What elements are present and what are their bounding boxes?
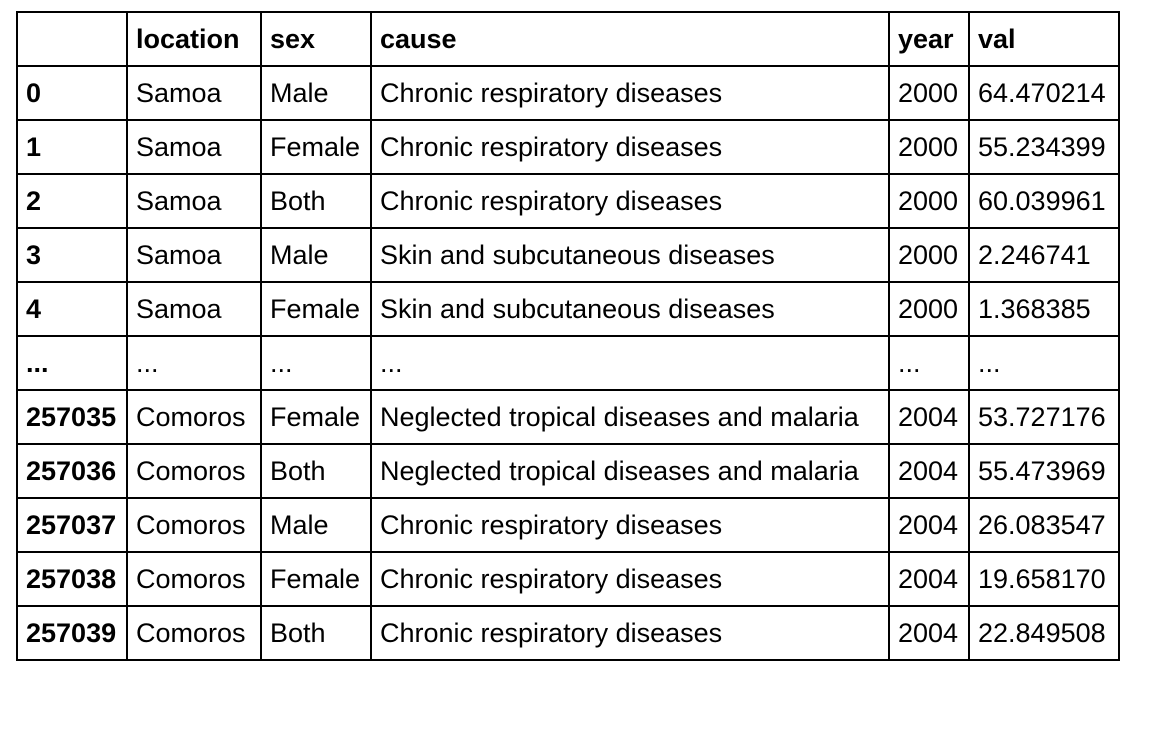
table-row: 3 Samoa Male Skin and subcutaneous disea… xyxy=(16,227,1120,283)
sex-cell: Male xyxy=(260,65,372,121)
row-index: 3 xyxy=(16,227,128,283)
sex-cell: Both xyxy=(260,173,372,229)
row-index: 0 xyxy=(16,65,128,121)
val-cell: 55.234399 xyxy=(968,119,1120,175)
cause-cell: ... xyxy=(370,335,890,391)
val-cell: 64.470214 xyxy=(968,65,1120,121)
sex-cell: Male xyxy=(260,227,372,283)
table-row: 257038 Comoros Female Chronic respirator… xyxy=(16,551,1120,607)
cause-cell: Chronic respiratory diseases xyxy=(370,65,890,121)
val-cell: ... xyxy=(968,335,1120,391)
location-cell: Samoa xyxy=(126,173,262,229)
val-cell: 2.246741 xyxy=(968,227,1120,283)
table-body: 0 Samoa Male Chronic respiratory disease… xyxy=(16,65,1120,661)
year-cell: 2004 xyxy=(888,605,970,661)
table-row: 257036 Comoros Both Neglected tropical d… xyxy=(16,443,1120,499)
sex-cell: Both xyxy=(260,605,372,661)
location-cell: Comoros xyxy=(126,551,262,607)
location-cell: Samoa xyxy=(126,119,262,175)
table-row: 1 Samoa Female Chronic respiratory disea… xyxy=(16,119,1120,175)
year-cell: ... xyxy=(888,335,970,391)
sex-cell: Both xyxy=(260,443,372,499)
location-cell: ... xyxy=(126,335,262,391)
row-index: 257035 xyxy=(16,389,128,445)
row-index: ... xyxy=(16,335,128,391)
cause-cell: Skin and subcutaneous diseases xyxy=(370,281,890,337)
index-header xyxy=(16,11,128,67)
table-row: 257037 Comoros Male Chronic respiratory … xyxy=(16,497,1120,553)
val-cell: 19.658170 xyxy=(968,551,1120,607)
sex-cell: ... xyxy=(260,335,372,391)
sex-cell: Female xyxy=(260,551,372,607)
cause-cell: Chronic respiratory diseases xyxy=(370,119,890,175)
cause-cell: Skin and subcutaneous diseases xyxy=(370,227,890,283)
sex-cell: Female xyxy=(260,389,372,445)
year-cell: 2000 xyxy=(888,281,970,337)
ellipsis-row: ... ... ... ... ... ... xyxy=(16,335,1120,391)
cause-cell: Neglected tropical diseases and malaria xyxy=(370,389,890,445)
val-cell: 60.039961 xyxy=(968,173,1120,229)
table-row: 257035 Comoros Female Neglected tropical… xyxy=(16,389,1120,445)
year-header: year xyxy=(888,11,970,67)
cause-cell: Neglected tropical diseases and malaria xyxy=(370,443,890,499)
row-index: 257036 xyxy=(16,443,128,499)
table-row: 4 Samoa Female Skin and subcutaneous dis… xyxy=(16,281,1120,337)
table-row: 2 Samoa Both Chronic respiratory disease… xyxy=(16,173,1120,229)
dataframe-table: location sex cause year val 0 Samoa Male… xyxy=(16,11,1120,661)
row-index: 257037 xyxy=(16,497,128,553)
location-cell: Comoros xyxy=(126,389,262,445)
cause-cell: Chronic respiratory diseases xyxy=(370,605,890,661)
val-cell: 26.083547 xyxy=(968,497,1120,553)
location-cell: Comoros xyxy=(126,497,262,553)
location-cell: Samoa xyxy=(126,227,262,283)
cause-header: cause xyxy=(370,11,890,67)
row-index: 257039 xyxy=(16,605,128,661)
sex-header: sex xyxy=(260,11,372,67)
year-cell: 2004 xyxy=(888,497,970,553)
year-cell: 2000 xyxy=(888,173,970,229)
sex-cell: Female xyxy=(260,281,372,337)
year-cell: 2004 xyxy=(888,443,970,499)
location-header: location xyxy=(126,11,262,67)
row-index: 2 xyxy=(16,173,128,229)
val-cell: 1.368385 xyxy=(968,281,1120,337)
location-cell: Comoros xyxy=(126,605,262,661)
year-cell: 2000 xyxy=(888,119,970,175)
sex-cell: Female xyxy=(260,119,372,175)
val-cell: 53.727176 xyxy=(968,389,1120,445)
year-cell: 2004 xyxy=(888,389,970,445)
location-cell: Comoros xyxy=(126,443,262,499)
val-cell: 22.849508 xyxy=(968,605,1120,661)
table-row: 257039 Comoros Both Chronic respiratory … xyxy=(16,605,1120,661)
year-cell: 2000 xyxy=(888,65,970,121)
location-cell: Samoa xyxy=(126,65,262,121)
sex-cell: Male xyxy=(260,497,372,553)
year-cell: 2004 xyxy=(888,551,970,607)
row-index: 1 xyxy=(16,119,128,175)
row-index: 4 xyxy=(16,281,128,337)
cause-cell: Chronic respiratory diseases xyxy=(370,497,890,553)
table-header: location sex cause year val xyxy=(16,11,1120,67)
cause-cell: Chronic respiratory diseases xyxy=(370,551,890,607)
row-index: 257038 xyxy=(16,551,128,607)
year-cell: 2000 xyxy=(888,227,970,283)
val-cell: 55.473969 xyxy=(968,443,1120,499)
val-header: val xyxy=(968,11,1120,67)
header-row: location sex cause year val xyxy=(16,11,1120,67)
table-row: 0 Samoa Male Chronic respiratory disease… xyxy=(16,65,1120,121)
location-cell: Samoa xyxy=(126,281,262,337)
cause-cell: Chronic respiratory diseases xyxy=(370,173,890,229)
